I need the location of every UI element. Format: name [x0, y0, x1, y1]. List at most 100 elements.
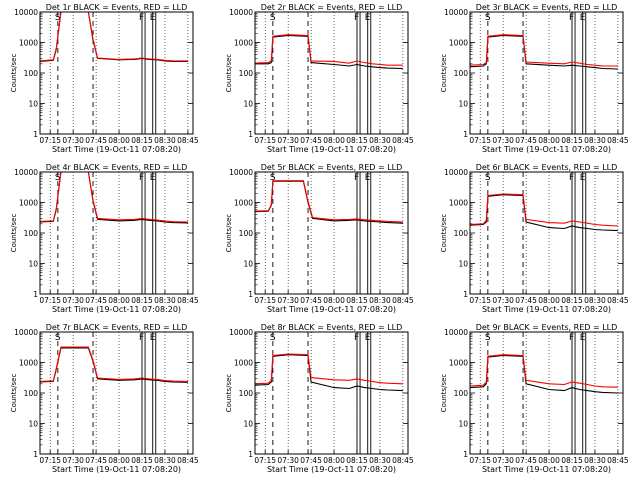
marker-label-e: E — [580, 333, 586, 343]
marker-label-e: E — [365, 13, 371, 23]
x-tick-label: 07:30 — [62, 296, 84, 305]
y-tick-label: 1 — [33, 130, 38, 139]
marker-label-s: S — [270, 13, 276, 23]
marker-label-s: S — [270, 173, 276, 183]
x-tick-label: 07:15 — [254, 136, 276, 145]
y-tick-label: 10 — [458, 420, 468, 429]
panel-title: Det 7r BLACK = Events, RED = LLD — [46, 323, 188, 332]
x-tick-label: 07:15 — [254, 296, 276, 305]
y-tick-label: 1000 — [19, 39, 38, 48]
x-tick-label: 08:30 — [154, 296, 176, 305]
plot-frame — [254, 11, 409, 135]
series-events — [469, 354, 618, 394]
y-tick-label: 10000 — [229, 328, 253, 337]
x-tick-label: 08:30 — [584, 136, 606, 145]
x-tick-label: 08:45 — [177, 296, 199, 305]
x-tick-label: 08:45 — [607, 456, 629, 465]
y-tick-label: 1000 — [449, 199, 468, 208]
y-tick-label: 10000 — [444, 8, 468, 17]
y-tick-label: 10000 — [229, 8, 253, 17]
x-tick-label: 07:30 — [277, 136, 299, 145]
y-tick-label: 10 — [243, 420, 253, 429]
plot-frame — [469, 171, 624, 295]
marker-label-e: E — [365, 333, 371, 343]
x-tick-label: 07:45 — [300, 296, 322, 305]
series-events — [39, 347, 188, 383]
x-tick-label: 07:30 — [62, 136, 84, 145]
panel-title: Det 9r BLACK = Events, RED = LLD — [476, 323, 618, 332]
x-tick-label: 08:30 — [584, 456, 606, 465]
x-tick-label: 07:15 — [469, 296, 491, 305]
y-tick-label: 1 — [463, 130, 468, 139]
plot-frame — [469, 11, 624, 135]
panel-title: Det 5r BLACK = Events, RED = LLD — [261, 163, 403, 172]
x-tick-label: 07:30 — [62, 456, 84, 465]
x-tick-label: 07:15 — [469, 456, 491, 465]
plot-frame — [39, 11, 194, 135]
x-axis-label: Start Time (19-Oct-11 07:08:20) — [482, 145, 611, 154]
plot-frame — [469, 331, 624, 455]
x-tick-label: 08:00 — [538, 296, 560, 305]
series-events — [469, 194, 618, 232]
x-tick-label: 07:15 — [254, 456, 276, 465]
x-tick-label: 07:30 — [492, 296, 514, 305]
marker-label-s: S — [55, 13, 61, 23]
y-tick-label: 1000 — [234, 359, 253, 368]
marker-label-f: F — [139, 333, 144, 343]
y-tick-label: 1 — [33, 450, 38, 459]
x-tick-label: 08:00 — [538, 136, 560, 145]
x-tick-label: 08:15 — [346, 296, 368, 305]
y-tick-label: 10 — [28, 100, 38, 109]
series-lld — [469, 354, 618, 388]
x-tick-label: 08:45 — [392, 136, 414, 145]
marker-label-e: E — [580, 13, 586, 23]
marker-label-e: E — [580, 173, 586, 183]
series-lld — [39, 346, 188, 382]
marker-label-f: F — [569, 173, 574, 183]
x-tick-label: 07:15 — [39, 296, 61, 305]
x-tick-label: 07:15 — [39, 136, 61, 145]
series-events — [254, 180, 403, 224]
y-tick-label: 100 — [239, 389, 254, 398]
marker-label-e: E — [150, 333, 156, 343]
panel-title: Det 8r BLACK = Events, RED = LLD — [261, 323, 403, 332]
y-tick-label: 10000 — [14, 328, 38, 337]
y-axis-label: Counts/sec — [440, 374, 448, 413]
plot-frame — [39, 331, 194, 455]
x-tick-label: 07:30 — [277, 296, 299, 305]
x-tick-label: 08:45 — [392, 296, 414, 305]
x-axis-label: Start Time (19-Oct-11 07:08:20) — [267, 305, 396, 314]
x-tick-label: 07:45 — [85, 456, 107, 465]
marker-label-s: S — [270, 333, 276, 343]
y-tick-label: 10 — [28, 260, 38, 269]
y-tick-label: 100 — [454, 69, 469, 78]
x-axis-label: Start Time (19-Oct-11 07:08:20) — [52, 145, 181, 154]
y-tick-label: 10 — [458, 260, 468, 269]
series-lld — [254, 353, 403, 385]
x-axis-label: Start Time (19-Oct-11 07:08:20) — [267, 465, 396, 474]
x-tick-label: 08:30 — [369, 456, 391, 465]
y-tick-label: 1000 — [449, 39, 468, 48]
panel-title: Det 4r BLACK = Events, RED = LLD — [46, 163, 188, 172]
y-tick-label: 100 — [24, 69, 39, 78]
y-tick-label: 10 — [28, 420, 38, 429]
series-lld — [469, 193, 618, 227]
marker-label-f: F — [354, 173, 359, 183]
y-tick-label: 10 — [458, 100, 468, 109]
y-tick-label: 1000 — [234, 39, 253, 48]
series-lld — [39, 11, 188, 62]
series-lld — [469, 34, 618, 67]
x-tick-label: 07:45 — [85, 296, 107, 305]
x-tick-label: 07:45 — [300, 136, 322, 145]
x-tick-label: 08:45 — [177, 136, 199, 145]
marker-label-f: F — [139, 13, 144, 23]
